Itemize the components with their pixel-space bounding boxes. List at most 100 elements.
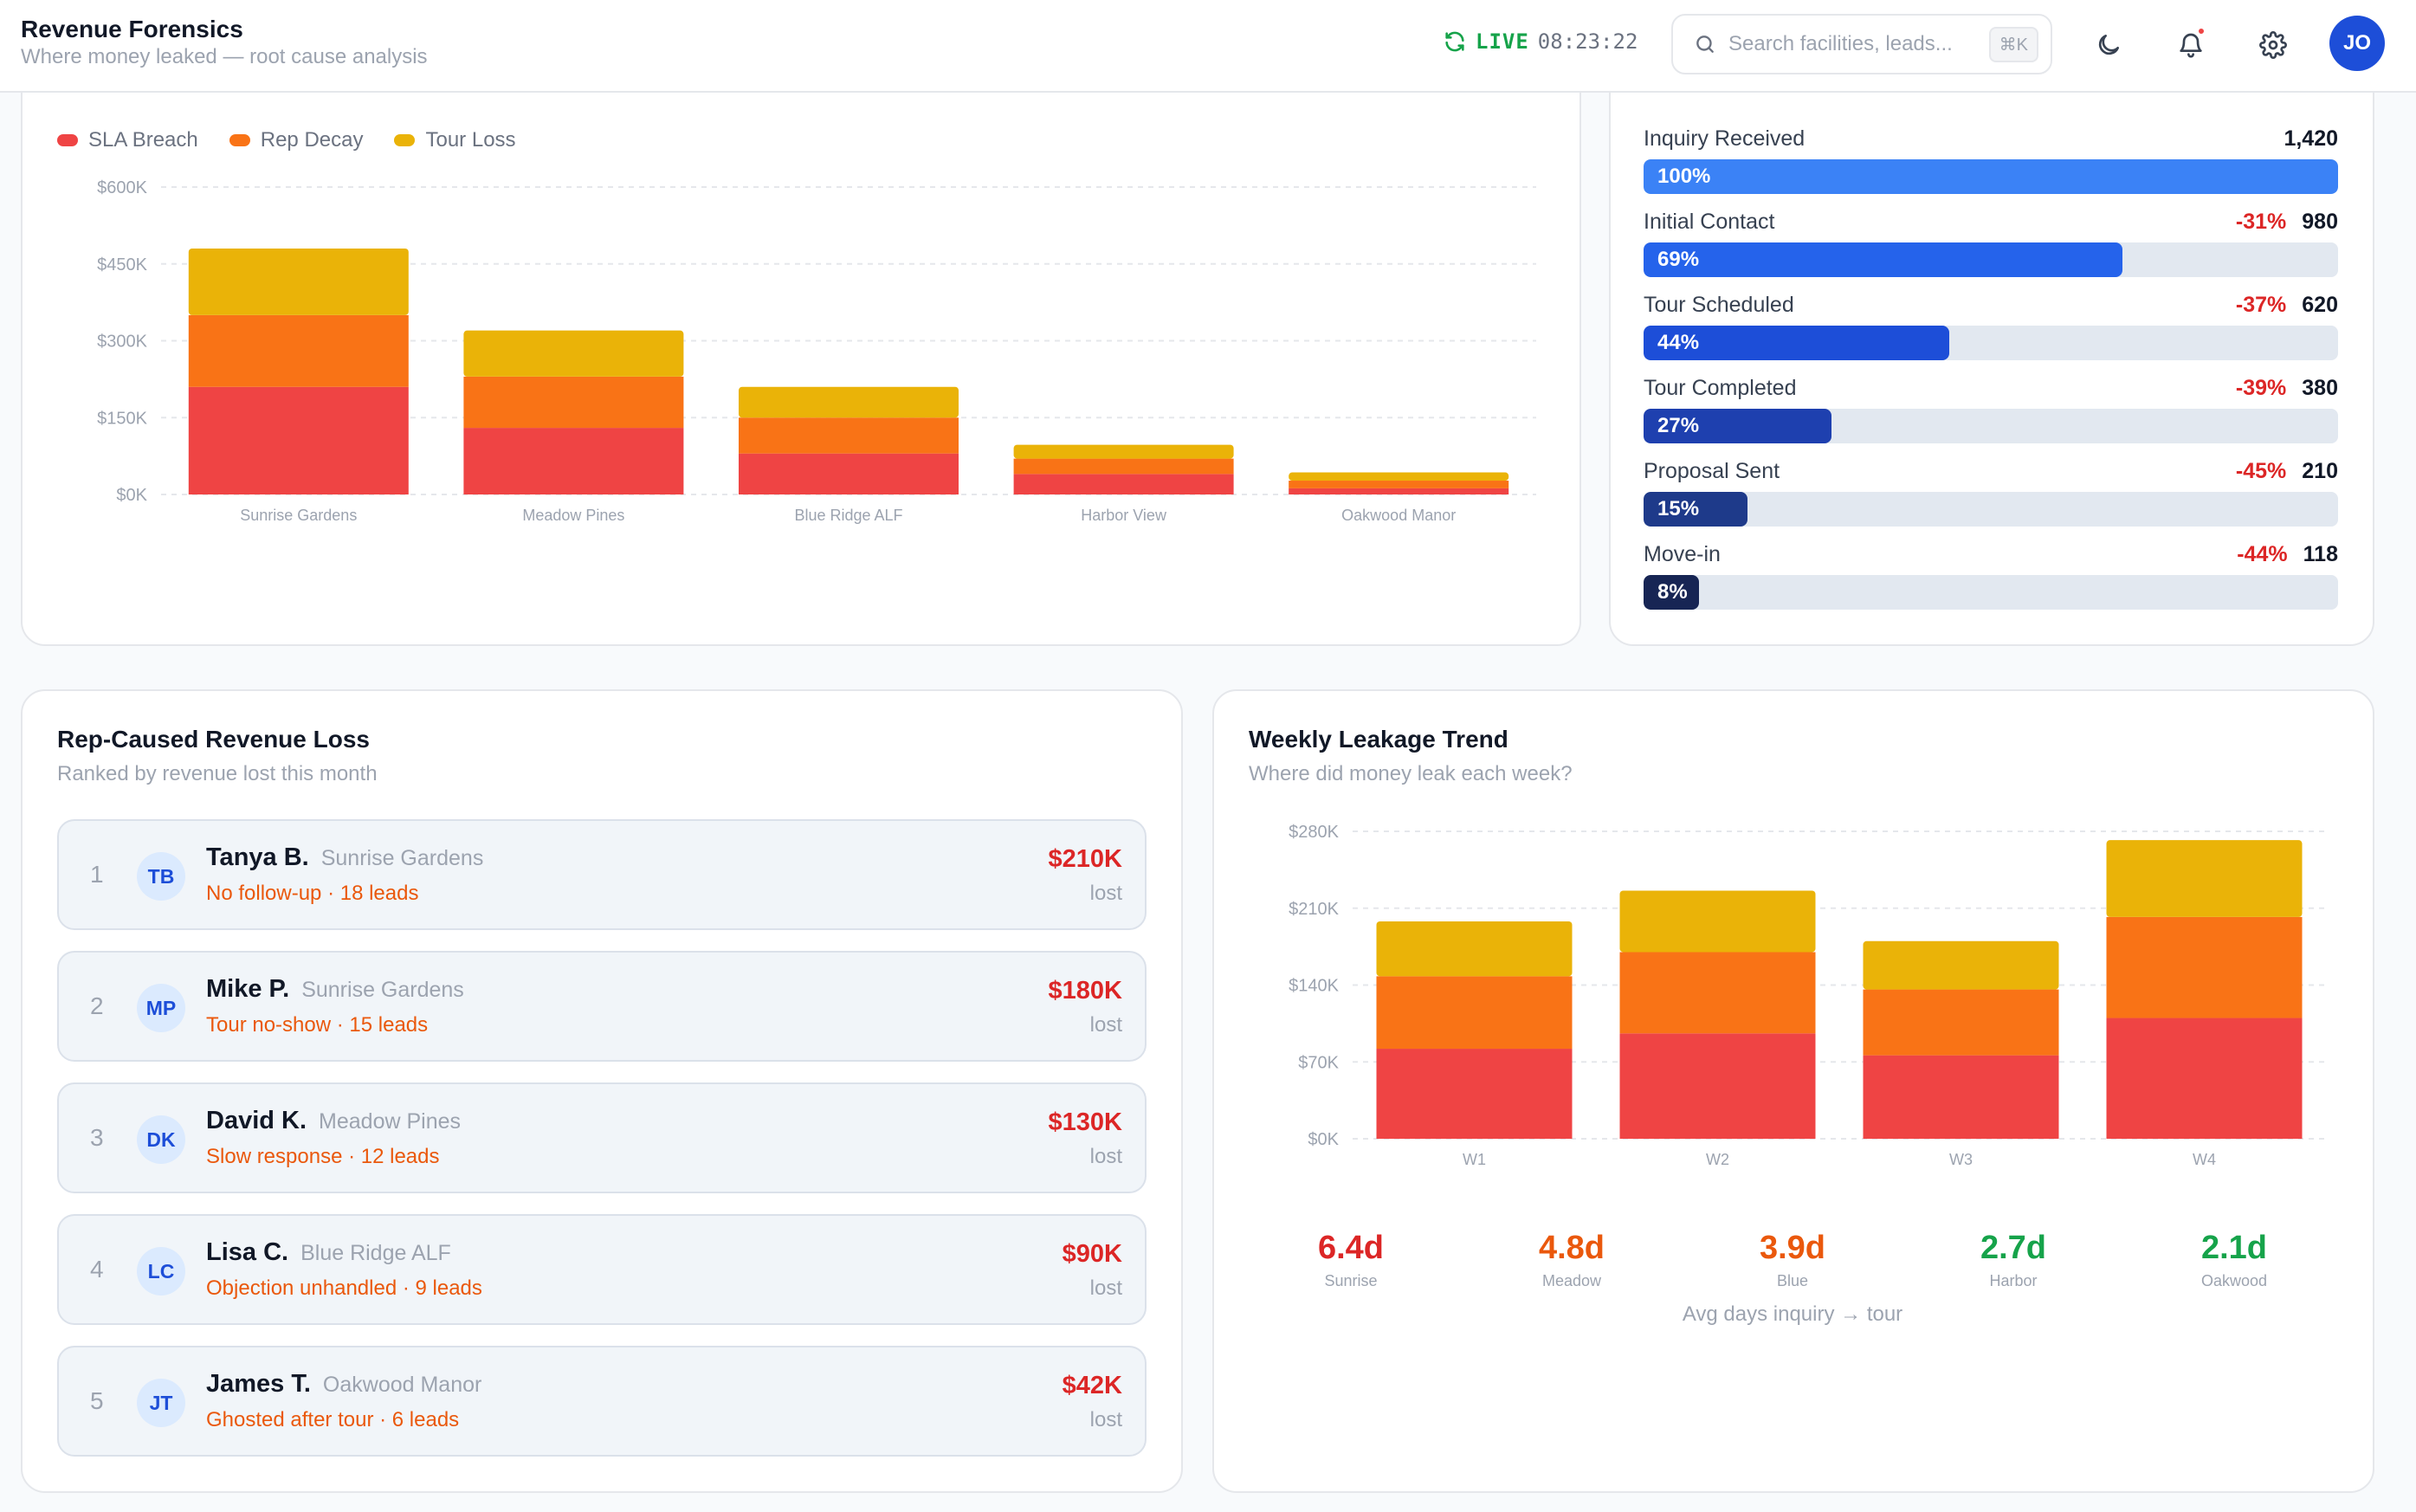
search-input[interactable]	[1728, 32, 1980, 56]
rep-name-line: James T. Oakwood Manor	[206, 1370, 481, 1399]
bar-segment-sla-breach[interactable]	[2106, 1018, 2303, 1139]
rep-name: David K.	[206, 1107, 307, 1134]
bar-segment-sla-breach[interactable]	[1376, 1049, 1573, 1139]
rep-loss-reason: No follow-up · 18 leads	[206, 882, 419, 905]
rep-rank: 5	[90, 1387, 104, 1414]
funnel-count: 380	[2302, 376, 2338, 400]
user-avatar[interactable]: JO	[2329, 16, 2385, 71]
rep-row[interactable]: 2 MP Mike P. Sunrise Gardens Tour no-show · …	[57, 951, 1147, 1062]
avg-days-item: 4.8d Meadow	[1485, 1230, 1658, 1290]
bar-segment-sla-breach[interactable]	[1863, 1055, 2059, 1139]
bar-segment-tour-loss[interactable]	[1863, 940, 2059, 990]
rep-row[interactable]: 4 LC Lisa C. Blue Ridge ALF Objection unhand…	[57, 1214, 1147, 1325]
bar-segment-rep-decay[interactable]	[188, 314, 409, 387]
funnel-stage[interactable]: Proposal Sent -45% 210 15%	[1644, 459, 2338, 528]
bar-segment-rep-decay[interactable]	[739, 417, 959, 454]
bar-segment-rep-decay[interactable]	[1863, 989, 2059, 1056]
bar-segment-sla-breach[interactable]	[1013, 474, 1234, 494]
bar-segment-sla-breach[interactable]	[188, 386, 409, 494]
bar-segment-tour-loss[interactable]	[739, 386, 959, 418]
bar-segment-rep-decay[interactable]	[1619, 952, 1816, 1034]
weekly-trend-title: Weekly Leakage Trend	[1249, 726, 1508, 753]
rep-row[interactable]: 5 JT James T. Oakwood Manor Ghosted after to…	[57, 1346, 1147, 1457]
funnel-bar-fill: 27%	[1644, 409, 1831, 443]
y-tick-label: $0K	[116, 486, 147, 505]
bar-segment-tour-loss[interactable]	[1619, 890, 1816, 953]
rep-loss-suffix: lost	[1089, 1013, 1122, 1037]
funnel-count: 210	[2302, 459, 2338, 483]
y-tick-label: $600K	[97, 178, 147, 197]
search-box[interactable]: ⌘K	[1671, 14, 2052, 74]
rep-name-line: Lisa C. Blue Ridge ALF	[206, 1238, 451, 1267]
bar-segment-rep-decay[interactable]	[2106, 916, 2303, 1018]
funnel-stage-label: Tour Scheduled	[1644, 293, 1794, 317]
bar-segment-rep-decay[interactable]	[1376, 976, 1573, 1050]
rep-name: Mike P.	[206, 975, 290, 1003]
notifications-button[interactable]	[2167, 22, 2214, 68]
rep-loss-amount: $210K	[1048, 845, 1122, 873]
funnel-stage-stats: -39% 380	[2236, 376, 2338, 401]
bar-segment-sla-breach[interactable]	[1619, 1033, 1816, 1139]
rep-row[interactable]: 3 DK David K. Meadow Pines Slow response · 1…	[57, 1082, 1147, 1193]
rep-loss-reason: Slow response · 12 leads	[206, 1145, 440, 1168]
funnel-bar-track: 27%	[1644, 409, 2338, 443]
funnel-drop-rate: -37%	[2235, 293, 2287, 317]
funnel-count: 620	[2302, 293, 2338, 317]
search-shortcut-badge: ⌘K	[1988, 26, 2038, 62]
x-tick-label: Meadow Pines	[522, 507, 624, 524]
legend-item-rep-decay[interactable]: Rep Decay	[229, 128, 363, 152]
bar-segment-tour-loss[interactable]	[1289, 472, 1509, 481]
funnel-bar-track: 100%	[1644, 159, 2338, 194]
theme-toggle-button[interactable]	[2085, 22, 2132, 68]
legend-item-tour-loss[interactable]: Tour Loss	[394, 128, 516, 152]
funnel-stage[interactable]: Move-in -44% 118 8%	[1644, 542, 2338, 611]
funnel-drop-rate: -45%	[2235, 459, 2287, 483]
x-tick-label: Harbor View	[1081, 507, 1167, 524]
rep-rank: 2	[90, 992, 104, 1019]
y-tick-label: $210K	[1289, 900, 1339, 919]
funnel-count: 1,420	[2284, 126, 2338, 151]
bar-segment-tour-loss[interactable]	[188, 249, 409, 315]
bar-segment-sla-breach[interactable]	[739, 453, 959, 494]
rep-facility: Sunrise Gardens	[320, 846, 484, 870]
rep-rank: 3	[90, 1124, 104, 1151]
funnel-bar-track: 8%	[1644, 575, 2338, 610]
rep-rank: 4	[90, 1256, 104, 1283]
rep-row[interactable]: 1 TB Tanya B. Sunrise Gardens No follow-up ·…	[57, 819, 1147, 930]
funnel-stage-label: Proposal Sent	[1644, 459, 1780, 483]
funnel-bar-fill: 44%	[1644, 326, 1949, 360]
funnel-stage-label: Initial Contact	[1644, 210, 1775, 234]
legend-item-sla-breach[interactable]: SLA Breach	[57, 128, 198, 152]
x-tick-label: Oakwood Manor	[1341, 507, 1456, 524]
funnel-stage[interactable]: Tour Scheduled -37% 620 44%	[1644, 293, 2338, 362]
facility-stacked-bar-chart: $0K $150K $300K $450K $600K Sunrise Gardens Me…	[97, 178, 1536, 524]
rep-loss-reason: Ghosted after tour · 6 leads	[206, 1408, 460, 1431]
funnel-count: 980	[2302, 210, 2338, 234]
live-label: LIVE	[1476, 29, 1529, 54]
bar-segment-tour-loss[interactable]	[1013, 444, 1234, 459]
bar-segment-sla-breach[interactable]	[1289, 488, 1509, 494]
rep-loss-reason: Objection unhandled · 9 leads	[206, 1276, 482, 1300]
y-tick-label: $140K	[1289, 977, 1339, 996]
funnel-stage[interactable]: Tour Completed -39% 380 27%	[1644, 376, 2338, 445]
bar-segment-rep-decay[interactable]	[1013, 458, 1234, 475]
bar-segment-sla-breach[interactable]	[463, 428, 684, 494]
search-icon	[1696, 36, 1714, 53]
funnel-stage[interactable]: Inquiry Received 1,420 100%	[1644, 126, 2338, 196]
rep-loss-suffix: lost	[1089, 882, 1122, 905]
bar-segment-tour-loss[interactable]	[2106, 840, 2303, 917]
bell-icon	[2180, 33, 2202, 58]
bar-segment-tour-loss[interactable]	[1376, 921, 1573, 977]
bar-segment-tour-loss[interactable]	[463, 330, 684, 377]
funnel-stage[interactable]: Initial Contact -31% 980 69%	[1644, 210, 2338, 279]
avg-days-item: 6.4d Sunrise	[1264, 1230, 1437, 1290]
rep-name: Lisa C.	[206, 1238, 289, 1266]
legend-swatch	[394, 134, 416, 146]
live-time: 08:23:22	[1537, 29, 1638, 54]
bar-segment-rep-decay[interactable]	[463, 376, 684, 429]
funnel-stage-stats: -44% 118	[2237, 542, 2338, 567]
gear-icon	[2259, 31, 2287, 59]
bar-segment-rep-decay[interactable]	[1289, 481, 1509, 488]
x-tick-label: W1	[1463, 1151, 1486, 1168]
settings-button[interactable]	[2250, 22, 2296, 68]
